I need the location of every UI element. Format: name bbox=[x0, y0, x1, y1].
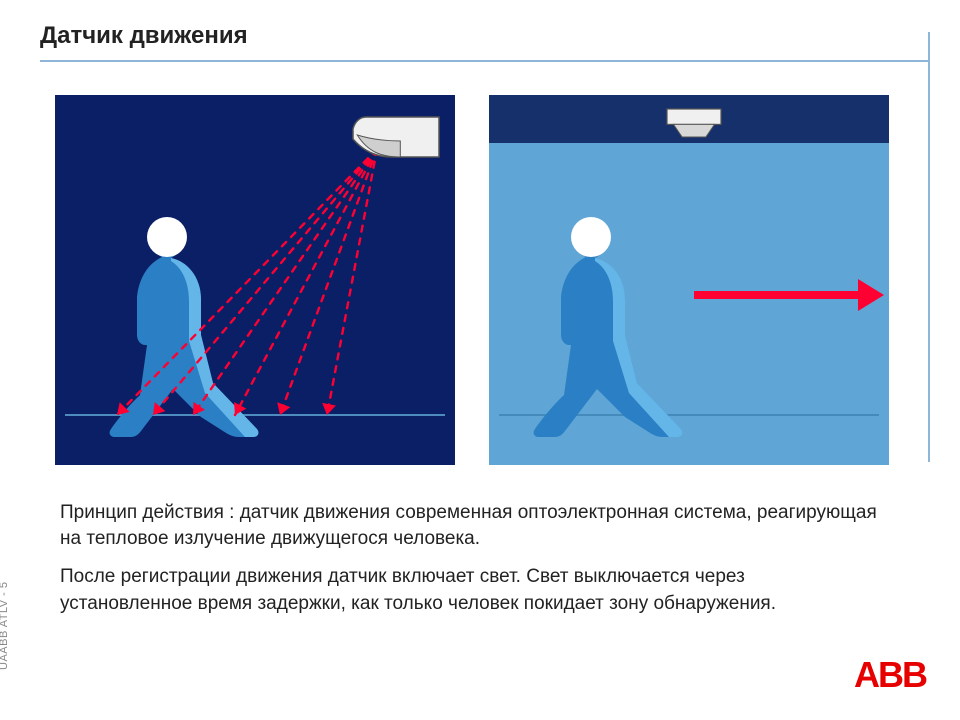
vertical-rule bbox=[928, 32, 930, 462]
description-block: Принцип действия : датчик движения совре… bbox=[60, 500, 880, 629]
page-title: Датчик движения bbox=[40, 22, 930, 50]
panel-activation bbox=[489, 95, 889, 465]
description-p2: После регистрации движения датчик включа… bbox=[60, 564, 880, 616]
side-label: UAABB ATLV - 5 bbox=[0, 581, 10, 670]
panel-detection bbox=[55, 95, 455, 465]
diagram-panels bbox=[55, 95, 889, 465]
description-p1: Принцип действия : датчик движения совре… bbox=[60, 500, 880, 552]
brand-logo: ABB bbox=[854, 654, 926, 696]
